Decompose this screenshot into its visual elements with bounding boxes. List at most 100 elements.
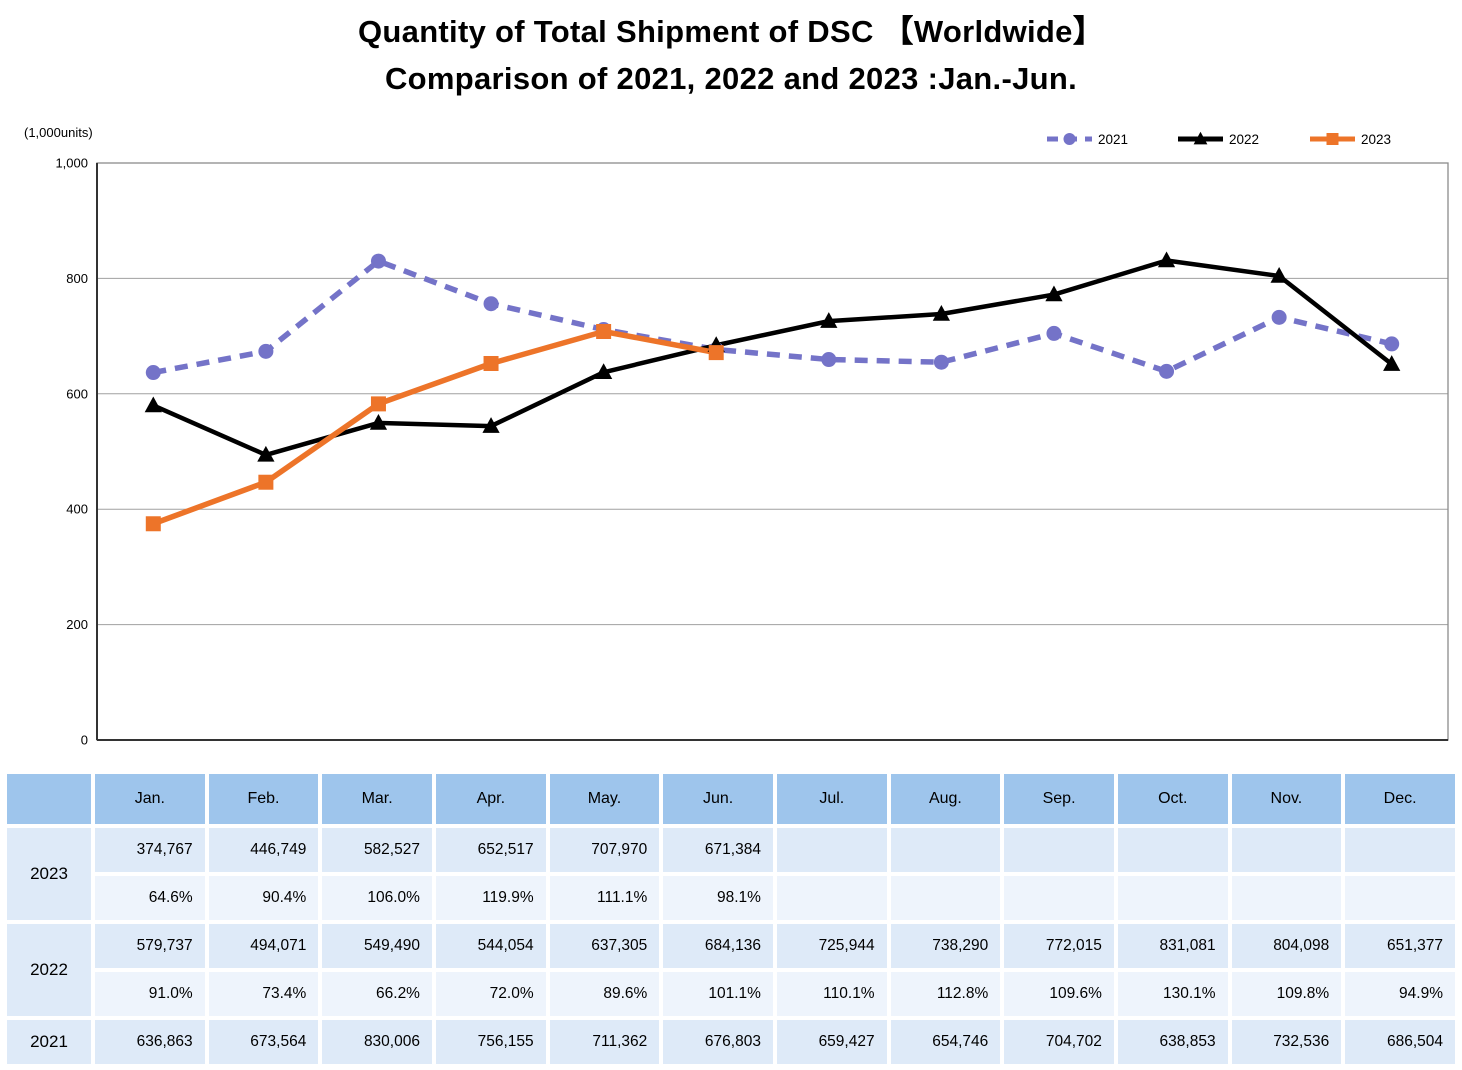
yoy-ratio-cell: 106.0%	[322, 876, 432, 920]
year-label-cell: 2022	[7, 924, 91, 1016]
shipment-value-cell	[776, 828, 887, 872]
shipment-value-cell: 673,564	[208, 1020, 319, 1064]
shipment-value-cell	[890, 828, 1001, 872]
legend-2022-label: 2022	[1229, 132, 1259, 147]
shipment-value-cell: 756,155	[435, 1020, 546, 1064]
series-2022-marker	[369, 413, 388, 430]
series-2022-line	[152, 258, 1394, 458]
yoy-ratio-cell: 119.9%	[435, 876, 546, 920]
series-2023-marker	[258, 474, 274, 490]
shipment-value-cell: 738,290	[890, 924, 1001, 968]
table-corner-cell	[7, 774, 91, 824]
series-2021-marker	[258, 343, 274, 359]
shipment-value-cell: 686,504	[1345, 1020, 1455, 1064]
series-2021-marker	[1046, 325, 1062, 341]
yoy-ratio-cell: 98.1%	[663, 876, 773, 920]
series-2022-marker	[1045, 285, 1063, 302]
month-header-cell: May.	[549, 774, 660, 824]
series-2023-marker	[145, 516, 161, 532]
series-2022-marker	[932, 305, 950, 321]
shipment-value-cell: 637,305	[549, 924, 660, 968]
shipment-data-table: Jan. Feb. Mar. Apr. May. Jun. Jul. Aug. Sep. Oct.…	[3, 770, 1459, 1068]
month-header-cell: Dec.	[1345, 774, 1455, 824]
month-header-cell: Mar.	[322, 774, 432, 824]
yoy-ratio-cell: 90.4%	[208, 876, 319, 920]
series-2023-marker	[596, 324, 612, 340]
series-2022-marker	[1383, 355, 1401, 371]
shipment-value-cell: 579,737	[95, 924, 205, 968]
legend-2022-marker	[1193, 131, 1208, 145]
month-header-cell: Aug.	[890, 774, 1001, 824]
shipment-line-chart: 0 200 400 600 800 1,000 2021 2022 2023	[55, 131, 1449, 748]
shipment-value-cell: 704,702	[1004, 1020, 1114, 1064]
year-label-cell: 2021	[7, 1020, 91, 1064]
yoy-ratio-cell: 66.2%	[322, 972, 432, 1016]
shipment-value-cell: 831,081	[1117, 924, 1228, 968]
shipment-value-cell: 582,527	[322, 828, 432, 872]
series-2022-marker	[482, 417, 500, 433]
month-header-cell: Jul.	[776, 774, 887, 824]
series-2022-marker	[595, 363, 613, 380]
yoy-ratio-cell: 72.0%	[435, 972, 546, 1016]
shipment-value-cell	[1231, 828, 1342, 872]
shipment-value-cell: 772,015	[1004, 924, 1114, 968]
month-header-cell: Apr.	[435, 774, 546, 824]
series-2022-marker	[144, 396, 162, 413]
shipment-value-cell: 671,384	[663, 828, 773, 872]
yoy-ratio-cell: 112.8%	[890, 972, 1001, 1016]
legend-2023-marker	[1326, 133, 1339, 145]
shipment-value-cell: 830,006	[322, 1020, 432, 1064]
yoy-ratio-cell: 130.1%	[1117, 972, 1228, 1016]
series-2021-line	[152, 258, 1393, 376]
series-2021-marker	[1384, 336, 1400, 352]
y-axis-tick-label: 800	[66, 271, 88, 286]
legend-2021-marker	[1063, 133, 1076, 145]
shipment-value-cell: 638,853	[1117, 1020, 1228, 1064]
plot-border	[96, 162, 1449, 741]
yoy-ratio-cell: 73.4%	[208, 972, 319, 1016]
yoy-ratio-cell: 89.6%	[549, 972, 660, 1016]
shipment-value-cell: 725,944	[776, 924, 887, 968]
series-2021-marker	[933, 354, 949, 370]
series-2021-marker	[1271, 309, 1287, 325]
shipment-value-cell	[1004, 828, 1114, 872]
shipment-value-cell	[1117, 828, 1228, 872]
shipment-value-cell: 684,136	[663, 924, 773, 968]
month-header-cell: Jan.	[95, 774, 205, 824]
y-axis-tick-label: 600	[66, 386, 88, 401]
shipment-value-cell: 374,767	[95, 828, 205, 872]
month-header-cell: Sep.	[1004, 774, 1114, 824]
yoy-ratio-cell	[1117, 876, 1228, 920]
series-2022-marker	[820, 312, 838, 328]
shipment-value-cell: 732,536	[1231, 1020, 1342, 1064]
year-label-cell: 2023	[7, 828, 91, 920]
series-2021-marker	[370, 253, 386, 269]
y-axis-tick-label: 400	[66, 502, 88, 517]
legend-2023-label: 2023	[1361, 132, 1391, 147]
y-axis-tick-label: 0	[81, 733, 88, 748]
month-header-cell: Oct.	[1117, 774, 1228, 824]
shipment-value-cell: 711,362	[549, 1020, 660, 1064]
shipment-value-cell: 804,098	[1231, 924, 1342, 968]
series-2022-marker	[257, 445, 275, 462]
series-2021-marker	[483, 296, 499, 312]
yoy-ratio-cell: 109.6%	[1004, 972, 1114, 1016]
shipment-value-cell: 707,970	[549, 828, 660, 872]
yoy-ratio-cell: 109.8%	[1231, 972, 1342, 1016]
yoy-ratio-cell	[1345, 876, 1455, 920]
y-axis-unit-label: (1,000units)	[24, 125, 93, 140]
month-header-cell: Nov.	[1231, 774, 1342, 824]
yoy-ratio-cell: 91.0%	[95, 972, 205, 1016]
y-axis-tick-label: 200	[66, 617, 88, 632]
month-header-cell: Jun.	[663, 774, 773, 824]
shipment-value-cell: 659,427	[776, 1020, 887, 1064]
yoy-ratio-cell	[1231, 876, 1342, 920]
yoy-ratio-cell: 110.1%	[776, 972, 887, 1016]
shipment-value-cell: 446,749	[208, 828, 319, 872]
shipment-value-cell: 654,746	[890, 1020, 1001, 1064]
y-axis-tick-label: 1,000	[55, 156, 88, 171]
month-header-cell: Feb.	[208, 774, 319, 824]
series-2021-marker	[821, 352, 837, 368]
shipment-value-cell: 544,054	[435, 924, 546, 968]
yoy-ratio-cell: 64.6%	[95, 876, 205, 920]
